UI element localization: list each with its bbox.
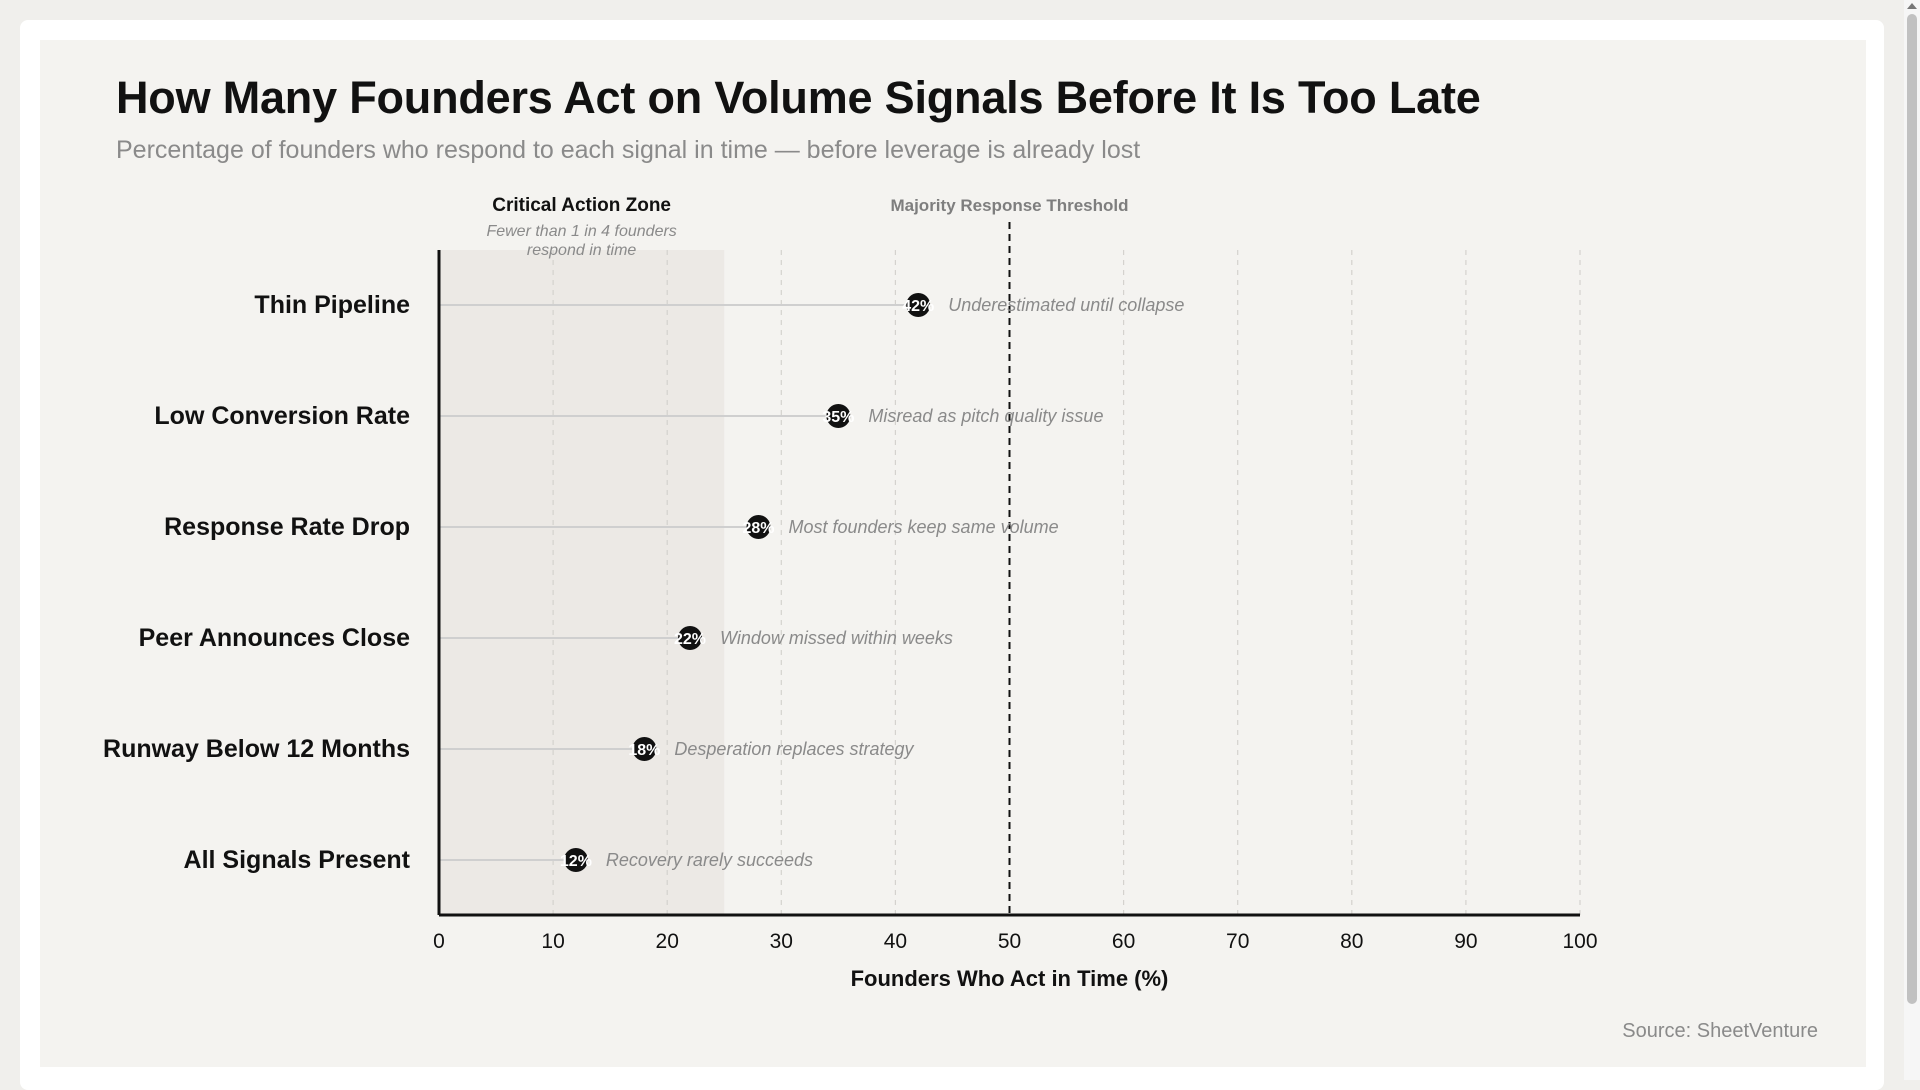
- row-annotation: Underestimated until collapse: [948, 295, 1184, 315]
- x-tick-label: 90: [1454, 930, 1477, 953]
- lollipop-dot: [906, 293, 931, 317]
- zone-note-line: Fewer than 1 in 4 founders: [486, 223, 676, 240]
- chart-subtitle: Percentage of founders who respond to ea…: [116, 136, 1141, 164]
- x-tick-label: 30: [770, 930, 793, 953]
- chart-source: Source: SheetVenture: [1622, 1020, 1818, 1042]
- value-label: 18%: [628, 742, 660, 759]
- zone-note-line: respond in time: [527, 242, 636, 259]
- category-label: Low Conversion Rate: [154, 402, 410, 430]
- vertical-scrollbar[interactable]: [1904, 0, 1920, 1080]
- row-annotation: Most founders keep same volume: [788, 517, 1058, 537]
- value-label: 35%: [822, 409, 854, 426]
- value-label: 42%: [902, 298, 934, 315]
- lollipop-dot: [563, 848, 588, 872]
- zone-title: Critical Action Zone: [492, 195, 671, 216]
- value-label: 12%: [560, 853, 592, 870]
- row-annotation: Window missed within weeks: [720, 628, 953, 648]
- category-label: Thin Pipeline: [254, 291, 410, 319]
- scroll-up-arrow-icon[interactable]: [1907, 3, 1917, 9]
- x-tick-label: 50: [998, 930, 1021, 953]
- x-tick-label: 0: [433, 930, 445, 953]
- x-axis-title: Founders Who Act in Time (%): [851, 966, 1169, 991]
- category-label: Response Rate Drop: [164, 513, 410, 541]
- lollipop-dot: [632, 737, 657, 761]
- x-tick-label: 40: [884, 930, 907, 953]
- x-tick-label: 100: [1562, 930, 1597, 953]
- threshold-label: Majority Response Threshold: [890, 196, 1128, 215]
- lollipop-dot: [826, 404, 851, 428]
- value-label: 28%: [742, 520, 774, 537]
- value-label: 22%: [674, 631, 706, 648]
- x-tick-label: 70: [1226, 930, 1249, 953]
- x-tick-label: 10: [541, 930, 564, 953]
- category-label: All Signals Present: [184, 846, 411, 874]
- x-tick-label: 60: [1112, 930, 1135, 953]
- row-annotation: Desperation replaces strategy: [674, 739, 914, 759]
- chart-title: How Many Founders Act on Volume Signals …: [116, 72, 1481, 123]
- chart-panel: [40, 40, 1866, 1067]
- lollipop-dot: [746, 515, 771, 539]
- row-annotation: Recovery rarely succeeds: [606, 850, 813, 870]
- critical-zone-band: [439, 250, 725, 915]
- x-tick-label: 80: [1340, 930, 1363, 953]
- lollipop-dot: [678, 626, 703, 650]
- row-annotation: Misread as pitch quality issue: [868, 406, 1103, 426]
- category-label: Peer Announces Close: [139, 624, 410, 652]
- scrollbar-thumb[interactable]: [1907, 14, 1917, 1004]
- category-label: Runway Below 12 Months: [103, 735, 410, 763]
- x-tick-label: 20: [656, 930, 679, 953]
